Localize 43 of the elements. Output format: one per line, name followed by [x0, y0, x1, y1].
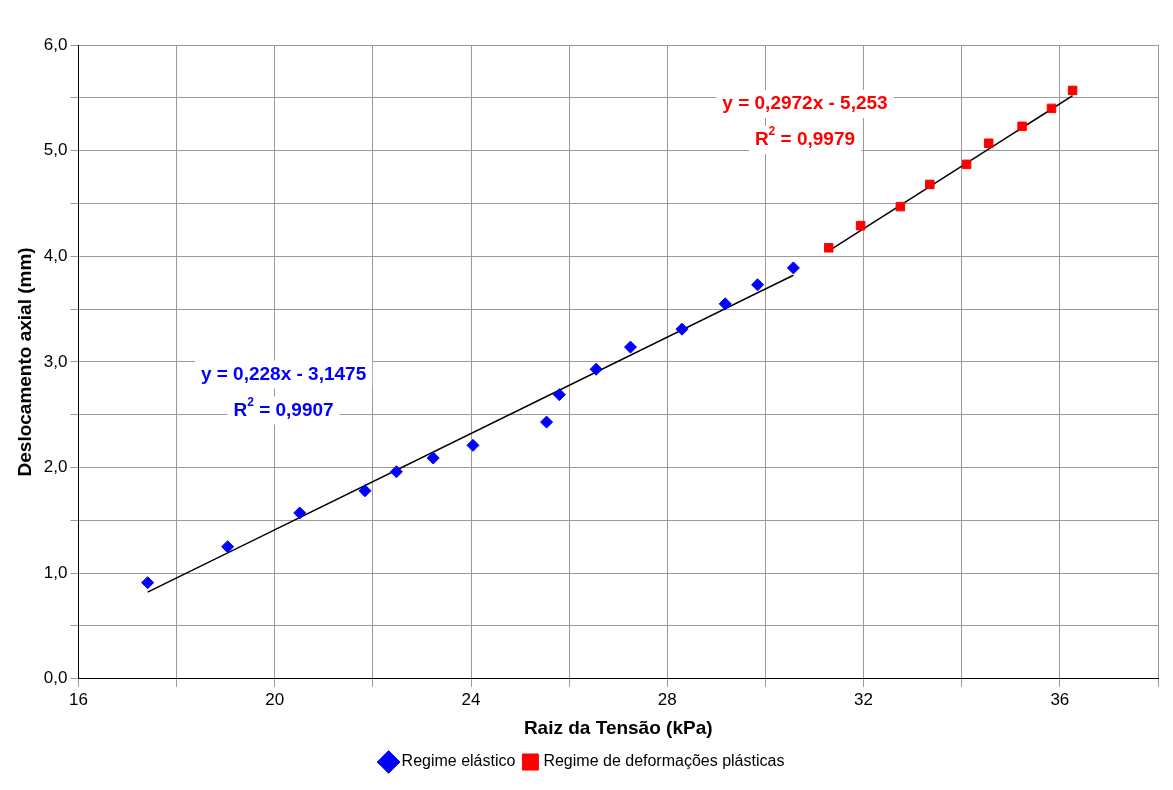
point	[552, 388, 566, 402]
point	[983, 138, 994, 148]
y-tick-label: 4,0	[43, 245, 68, 265]
point	[141, 576, 155, 590]
x-tick-label: 24	[461, 689, 481, 709]
point	[925, 179, 935, 190]
legend-label: Regime de deformações plásticas	[543, 752, 785, 770]
point	[221, 540, 235, 554]
x-tick-label: 32	[854, 689, 874, 709]
point	[293, 506, 307, 520]
y-tick-label: 2,0	[43, 457, 68, 477]
x-tick-label: 20	[265, 689, 285, 709]
point	[675, 322, 689, 336]
y-tick-label: 0,0	[43, 668, 68, 688]
y-axis-title: Deslocamento axial (mm)	[13, 247, 35, 477]
annotation: y = 0,228x - 3,1475	[200, 362, 367, 384]
x-axis-title: Raiz da Tensão (kPa)	[523, 716, 713, 738]
point	[426, 451, 440, 465]
point	[540, 415, 554, 429]
annotation: y = 0,2972x - 5,253	[722, 92, 888, 114]
point	[786, 261, 800, 275]
y-tick-label: 6,0	[43, 34, 68, 54]
point	[1017, 121, 1027, 132]
point	[1067, 85, 1078, 96]
point	[751, 278, 765, 292]
legend-label: Regime elástico	[401, 752, 516, 770]
point	[589, 362, 603, 376]
y-tick-label: 1,0	[43, 562, 68, 582]
point	[1046, 103, 1057, 114]
y-tick-label: 3,0	[43, 351, 68, 371]
point	[358, 484, 372, 498]
x-tick-label: 16	[68, 689, 88, 709]
point	[961, 159, 972, 170]
point	[466, 438, 480, 452]
point	[823, 243, 834, 253]
x-tick-label: 36	[1050, 689, 1070, 709]
point	[895, 201, 906, 212]
y-tick-label: 5,0	[43, 140, 68, 160]
point	[718, 297, 732, 311]
point	[389, 465, 403, 479]
point	[623, 340, 637, 354]
x-tick-label: 28	[657, 689, 677, 709]
point	[855, 220, 866, 231]
